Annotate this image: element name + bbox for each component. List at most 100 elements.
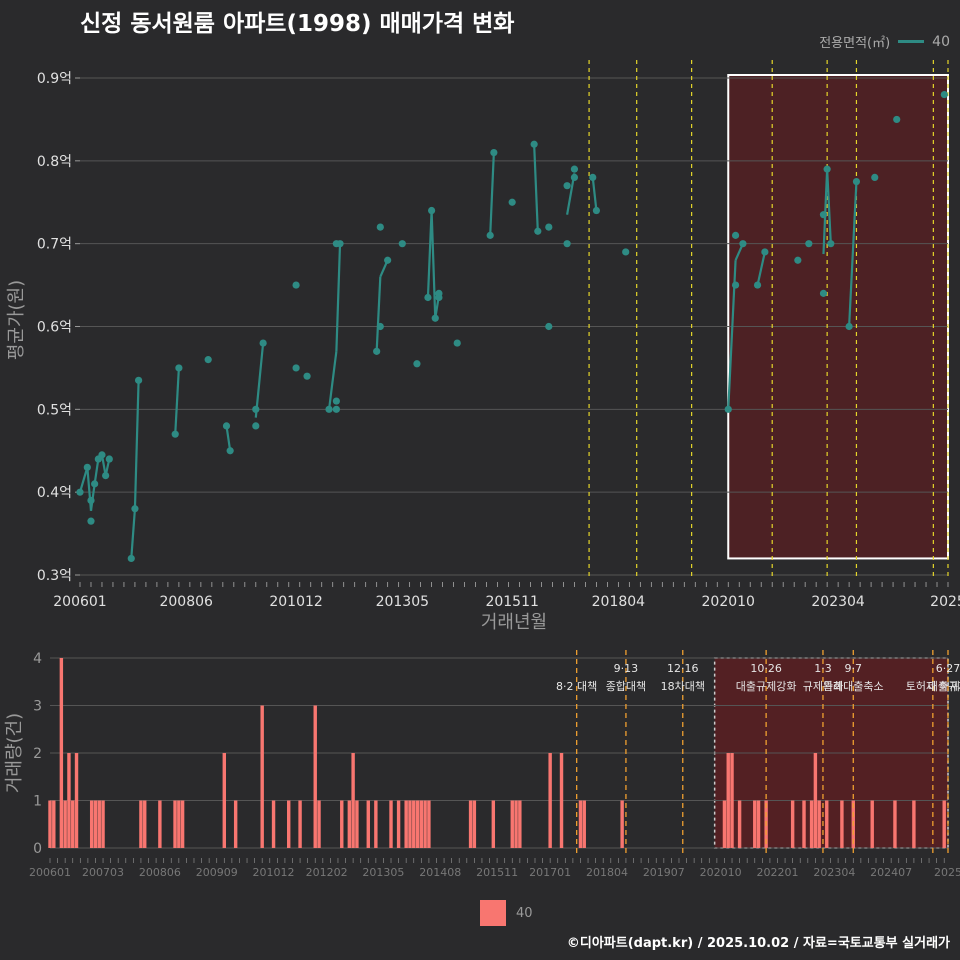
data-point [871, 173, 879, 181]
policy-label-name: 특례대출축소 [823, 680, 884, 693]
bar [559, 753, 564, 848]
data-point [731, 231, 740, 239]
series-line-segment [533, 144, 539, 232]
data-point [252, 405, 260, 413]
data-point [171, 430, 179, 438]
y-tick-label: 1 [33, 794, 42, 810]
data-point [222, 422, 231, 430]
bar [730, 753, 734, 848]
bar [396, 800, 401, 848]
policy-label-date: 1·3 [814, 662, 832, 675]
bar [63, 800, 67, 848]
data-point [563, 240, 571, 248]
legend-top: 전용면적(㎡) 40 [819, 32, 950, 52]
policy-label-date: 12·16 [667, 662, 699, 675]
data-point [127, 554, 135, 563]
x-tick-label: 201804 [586, 866, 628, 879]
x-tick-label: 201305 [362, 866, 404, 879]
data-point [91, 480, 99, 488]
x-tick-label: 201511 [476, 866, 518, 879]
data-point [98, 451, 106, 459]
data-point [435, 289, 443, 297]
series-line-segment [756, 251, 766, 286]
bar [756, 800, 761, 848]
data-point [940, 90, 948, 99]
series-line-segment [489, 152, 495, 236]
x-tick-label: 201202 [306, 866, 348, 879]
legend-bar-swatch [480, 900, 506, 926]
data-point [530, 140, 538, 148]
bar [737, 800, 742, 848]
x-tick-label: 201511 [485, 594, 538, 610]
bar [419, 800, 424, 848]
data-point [259, 339, 267, 347]
bar [518, 800, 522, 848]
bar [582, 800, 586, 848]
bar [93, 800, 98, 848]
legend-series-label: 40 [932, 33, 950, 50]
x-tick-label: 200601 [53, 594, 106, 610]
bar [817, 800, 821, 848]
data-point [852, 177, 861, 186]
data-point [102, 472, 110, 480]
data-point [226, 447, 234, 455]
legend-line-swatch [898, 40, 925, 43]
policy-label-date: 10·26 [750, 662, 782, 675]
bar [366, 800, 370, 848]
y-axis-title: 평균가(원) [6, 280, 27, 360]
bar [355, 800, 359, 848]
series-line-segment [591, 177, 598, 211]
y-axis-title: 거래량(건) [4, 713, 25, 793]
series-line-segment [848, 181, 858, 327]
bar [351, 753, 355, 848]
data-point [508, 198, 516, 206]
data-point [739, 240, 747, 248]
page-title: 신정 동서원룸 아파트(1998) 매매가격 변화 [80, 11, 515, 37]
bar [260, 705, 264, 848]
bar [620, 800, 624, 848]
bar [347, 800, 352, 848]
x-tick-label: 201907 [643, 866, 685, 879]
series-line-segment [130, 508, 137, 559]
bar [726, 753, 730, 848]
y-tick-label: 0.7억 [37, 237, 72, 253]
y-tick-label: 2 [33, 746, 42, 762]
data-point [424, 293, 432, 302]
data-point [731, 281, 740, 289]
series-line-segment [93, 458, 100, 485]
series-line-segment [426, 210, 433, 298]
x-axis-title: 거래년월 [481, 612, 547, 633]
data-point [805, 240, 813, 248]
policy-label-name: 토허제 해제 [906, 679, 960, 693]
data-point [87, 496, 95, 505]
y-tick-label: 0.9억 [37, 71, 72, 87]
data-point [336, 240, 344, 248]
bar [67, 753, 71, 848]
data-point [724, 405, 732, 413]
bar [173, 800, 177, 848]
series-line-segment [86, 467, 93, 511]
bar [177, 800, 181, 848]
data-point [292, 281, 300, 289]
data-point [384, 256, 392, 264]
data-point [413, 360, 421, 368]
data-point [376, 223, 384, 231]
series-line-segment [335, 243, 342, 352]
bar [233, 800, 238, 848]
bar [71, 800, 75, 848]
bar [813, 753, 818, 848]
y-tick-label: 0.4억 [37, 485, 72, 501]
x-tick-label: 200806 [159, 594, 213, 610]
data-point [83, 463, 91, 471]
data-point [490, 148, 498, 157]
data-point [134, 376, 143, 384]
data-point [76, 488, 84, 496]
x-tick-label: 202010 [700, 866, 742, 879]
bar [491, 800, 496, 848]
bar [97, 800, 101, 848]
data-point [622, 248, 630, 256]
x-tick-label: 202201 [756, 866, 798, 879]
bar [415, 800, 420, 848]
data-point [893, 115, 901, 124]
bar [389, 800, 393, 848]
